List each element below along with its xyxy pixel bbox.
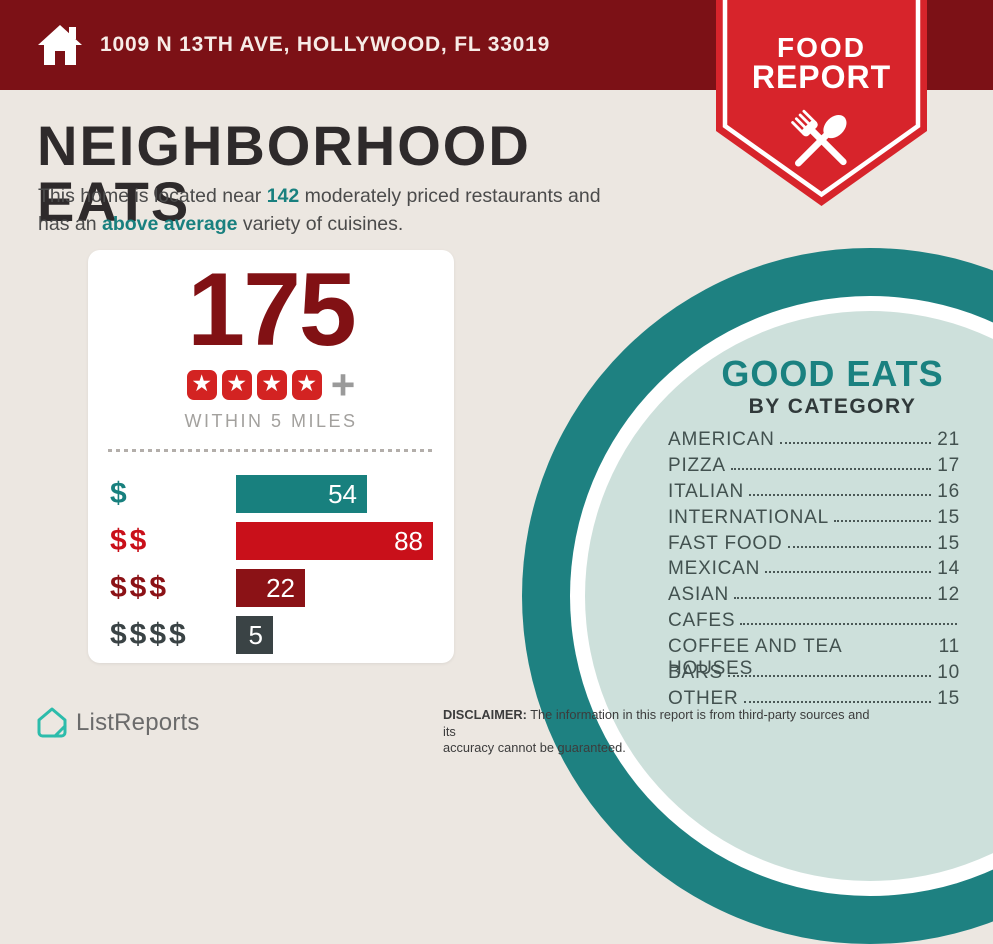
intro-paragraph: This home is located near 142 moderately… xyxy=(38,185,601,236)
price-tier-bar: 54 xyxy=(236,475,367,513)
category-row: AMERICAN 21 xyxy=(668,429,960,455)
dotted-leader xyxy=(787,533,931,548)
price-bar-row: $54 xyxy=(110,475,454,513)
price-tier-value: 88 xyxy=(394,525,423,556)
page-title: NEIGHBORHOOD EATS xyxy=(37,114,531,233)
category-row: PIZZA 17 xyxy=(668,455,960,481)
spoon-fork-icon xyxy=(791,109,847,167)
good-eats-subtitle: BY CATEGORY xyxy=(748,395,917,418)
dotted-leader xyxy=(834,507,931,522)
stats-card: 175 ★ ★ ★ ★ + WITHIN 5 MILES $54 $$ 88 $$$ 22 $$$… xyxy=(88,250,454,663)
category-name: ASIAN xyxy=(668,584,730,606)
listreports-house-icon xyxy=(37,707,67,738)
category-value: 10 xyxy=(937,662,960,684)
dotted-leader xyxy=(727,662,931,678)
category-value: 14 xyxy=(937,558,960,580)
variety-highlight: above average xyxy=(101,213,238,236)
category-row: COFFEE AND TEA HOUSES 11 xyxy=(668,636,960,679)
disclaimer-label: DISCLAIMER: xyxy=(443,707,527,722)
category-name: COFFEE AND TEA HOUSES xyxy=(668,636,842,680)
price-bar-row: $$ 88 xyxy=(110,522,454,560)
category-row: BARS 10 xyxy=(668,662,960,688)
category-name: FAST FOOD xyxy=(668,532,783,554)
dotted-leader xyxy=(743,688,931,703)
category-row: ASIAN 12 xyxy=(668,584,960,610)
plus-icon: + xyxy=(330,361,356,408)
category-value: 21 xyxy=(937,429,960,450)
category-value: 15 xyxy=(937,532,960,554)
category-name: CAFES xyxy=(668,610,736,632)
category-row: MEXICAN 14 xyxy=(668,558,960,584)
price-bar-row: $$$$ 5 xyxy=(110,616,454,654)
category-row: CAFES xyxy=(668,610,986,636)
listreports-logo: ListReports xyxy=(36,706,200,740)
category-name: AMERICAN xyxy=(668,429,775,450)
category-name: INTERNATIONAL xyxy=(668,506,830,528)
price-tier-value: 54 xyxy=(328,478,357,509)
category-row: FAST FOOD 15 xyxy=(668,533,960,559)
category-list: AMERICAN 21 PIZZA 17 ITALIAN 16 INTERNATIONAL 1… xyxy=(668,429,986,714)
category-value: 17 xyxy=(937,454,960,476)
category-value: 16 xyxy=(937,480,960,502)
category-name: ITALIAN xyxy=(668,480,744,502)
food-report-badge: FOOD REPORT xyxy=(710,0,933,212)
category-row: ITALIAN 16 xyxy=(668,481,960,507)
star-rating: ★ ★ ★ ★ + xyxy=(88,361,454,408)
category-name: BARS xyxy=(668,662,723,684)
restaurant-count: 142 xyxy=(266,185,300,207)
radius-label: WITHIN 5 MILES xyxy=(184,411,358,431)
category-name: OTHER xyxy=(668,687,739,709)
good-eats-title: GOOD EATS xyxy=(721,353,944,394)
category-row: OTHER 15 xyxy=(668,688,960,714)
disclaimer: DISCLAIMER: The information in this repo… xyxy=(443,707,870,756)
badge-line2-text: REPORT xyxy=(752,59,891,95)
price-tier-bar: 88 xyxy=(236,522,433,560)
dotted-leader xyxy=(749,481,931,496)
star-icon: ★ xyxy=(291,370,322,400)
category-value: 12 xyxy=(937,584,960,606)
star-icon: ★ xyxy=(256,370,287,400)
price-tier-value: 5 xyxy=(248,619,263,650)
category-name: PIZZA xyxy=(668,454,726,476)
dotted-leader xyxy=(740,610,957,626)
dotted-leader xyxy=(730,455,931,470)
price-tier-label: $$$ xyxy=(110,571,170,604)
price-tier-label: $$$$ xyxy=(110,618,189,651)
star-icon: ★ xyxy=(221,370,252,400)
dotted-leader xyxy=(734,584,931,600)
price-tier-bar: 5 xyxy=(236,616,273,654)
price-bar-chart: $54 $$ 88 $$$ 22 $$$$ 5 xyxy=(110,475,454,654)
brand-name: ListReports xyxy=(76,709,200,736)
category-row: INTERNATIONAL 15 xyxy=(668,507,960,533)
price-bar-row: $$$ 22 xyxy=(110,569,454,607)
category-value: 11 xyxy=(938,636,960,658)
price-tier-bar: 22 xyxy=(236,569,305,607)
category-value: 15 xyxy=(937,687,960,709)
home-icon xyxy=(38,25,82,65)
total-restaurant-count: 175 xyxy=(187,252,357,368)
category-value: 15 xyxy=(937,506,960,528)
price-tier-label: $$ xyxy=(110,524,150,557)
good-eats-header: GOOD EATS BY CATEGORY xyxy=(690,356,975,419)
price-tier-value: 22 xyxy=(266,572,295,603)
category-name: MEXICAN xyxy=(668,558,761,580)
price-tier-label: $ xyxy=(110,477,130,510)
intro-line1: This home is located near xyxy=(38,185,267,207)
badge-line1-text: FOOD xyxy=(777,32,866,63)
star-icon: ★ xyxy=(186,370,217,400)
dotted-leader xyxy=(779,429,931,444)
divider xyxy=(108,449,434,452)
dotted-leader xyxy=(765,558,931,574)
property-address: 1009 N 13TH AVE, HOLLYWOOD, FL 33019 xyxy=(100,33,551,56)
